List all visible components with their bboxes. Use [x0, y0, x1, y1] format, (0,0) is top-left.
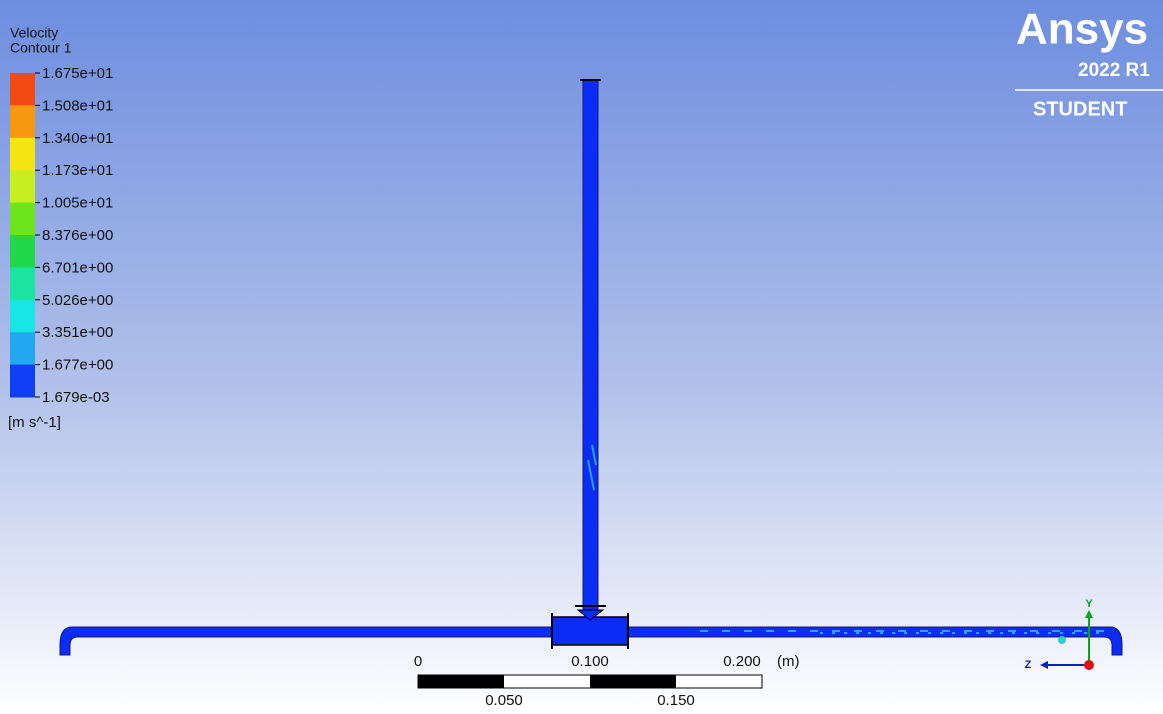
colorbar-label: 1.677e+00 [42, 357, 113, 374]
colorbar-band [10, 105, 35, 138]
colorbar-band [10, 73, 35, 106]
colorbar-label: 1.173e+01 [42, 162, 113, 179]
colorbar-label: 6.701e+00 [42, 259, 113, 276]
scale-unit: (m) [777, 653, 800, 670]
colorbar-label: 1.340e+01 [42, 130, 113, 147]
scale-bar [418, 675, 762, 688]
colorbar-label: 3.351e+00 [42, 324, 113, 341]
colorbar-label: 1.679e-03 [42, 389, 110, 406]
legend-title: Velocity [10, 25, 58, 41]
scale-label: 0 [414, 653, 422, 670]
colorbar-label: 1.005e+01 [42, 195, 113, 212]
triad-label: Z [1025, 659, 1032, 671]
triad-label: Y [1085, 598, 1093, 610]
scale-label: 0.200 [723, 653, 761, 670]
logo-version: 2022 R1 [1078, 60, 1150, 81]
legend-unit: [m s^-1] [8, 414, 61, 431]
colorbar-band [10, 332, 35, 365]
colorbar-band [10, 365, 35, 398]
legend-title: Contour 1 [10, 40, 72, 56]
logo-edition: STUDENT [1033, 98, 1127, 120]
colorbar-label: 1.508e+01 [42, 97, 113, 114]
scale-label: 0.150 [657, 692, 695, 709]
viewport: Velocity Contour 1 [m s^-1] Ansys 2022 R… [0, 0, 1163, 714]
logo-brand: Ansys [1016, 5, 1148, 54]
colorbar-label: 1.675e+01 [42, 65, 113, 82]
scale-label: 0.100 [571, 653, 609, 670]
colorbar-band [10, 300, 35, 333]
colorbar-band [10, 138, 35, 171]
scale-label: 0.050 [485, 692, 523, 709]
colorbar-band [10, 203, 35, 236]
colorbar-label: 5.026e+00 [42, 292, 113, 309]
colorbar-band [10, 235, 35, 268]
colorbar-band [10, 170, 35, 203]
colorbar-band [10, 267, 35, 300]
colorbar-label: 8.376e+00 [42, 227, 113, 244]
